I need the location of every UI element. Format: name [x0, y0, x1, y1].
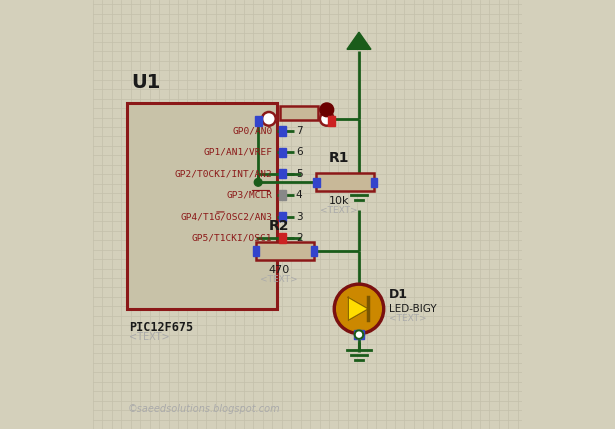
- Text: R1: R1: [329, 151, 349, 165]
- Text: 4: 4: [296, 190, 303, 200]
- Text: GP4/T1G/OSC2/AN3: GP4/T1G/OSC2/AN3: [180, 212, 272, 221]
- FancyBboxPatch shape: [316, 173, 374, 191]
- Text: 3: 3: [296, 211, 303, 222]
- Circle shape: [320, 112, 334, 126]
- Text: D1: D1: [389, 288, 408, 301]
- Circle shape: [336, 287, 381, 331]
- FancyBboxPatch shape: [280, 106, 318, 120]
- Bar: [279, 190, 286, 200]
- FancyBboxPatch shape: [127, 103, 277, 309]
- Bar: [279, 169, 286, 178]
- Text: R2: R2: [269, 219, 290, 233]
- Text: 10k: 10k: [329, 196, 349, 206]
- Text: GP3/MCLR: GP3/MCLR: [226, 191, 272, 199]
- Bar: [279, 126, 286, 136]
- Bar: [253, 246, 260, 256]
- Text: 5: 5: [296, 169, 303, 179]
- Bar: [354, 330, 364, 339]
- Text: 7: 7: [296, 126, 303, 136]
- Bar: [312, 178, 320, 187]
- Text: PIC12F675: PIC12F675: [130, 321, 194, 334]
- Text: <TEXT>: <TEXT>: [389, 314, 427, 323]
- Bar: [255, 116, 261, 126]
- Text: GP5/T1CKI/OSC1: GP5/T1CKI/OSC1: [192, 234, 272, 242]
- FancyBboxPatch shape: [256, 242, 314, 260]
- Text: 6: 6: [296, 147, 303, 157]
- Circle shape: [262, 112, 276, 126]
- Bar: [371, 178, 378, 187]
- Text: 2: 2: [296, 233, 303, 243]
- Polygon shape: [348, 297, 368, 320]
- Polygon shape: [347, 32, 371, 49]
- Bar: [279, 148, 286, 157]
- Text: <TEXT>: <TEXT>: [260, 275, 298, 284]
- Text: GP1/AN1/VREF: GP1/AN1/VREF: [204, 148, 272, 157]
- Text: 470: 470: [269, 265, 290, 275]
- Bar: [279, 212, 286, 221]
- Bar: [311, 246, 317, 256]
- Circle shape: [355, 330, 363, 339]
- Text: U1: U1: [132, 73, 161, 92]
- Circle shape: [333, 283, 385, 335]
- Text: ©saeedsolutions.blogspot.com: ©saeedsolutions.blogspot.com: [127, 404, 280, 414]
- Text: <TEXT>: <TEXT>: [130, 332, 170, 342]
- Bar: [279, 233, 286, 243]
- Text: GP0/AN0: GP0/AN0: [232, 127, 272, 135]
- Text: LED-BIGY: LED-BIGY: [389, 304, 437, 314]
- Text: GP2/T0CKI/INT/AN2: GP2/T0CKI/INT/AN2: [175, 169, 272, 178]
- Bar: [328, 116, 335, 126]
- Text: <TEXT>: <TEXT>: [320, 206, 358, 215]
- Circle shape: [320, 103, 334, 117]
- Circle shape: [255, 178, 262, 186]
